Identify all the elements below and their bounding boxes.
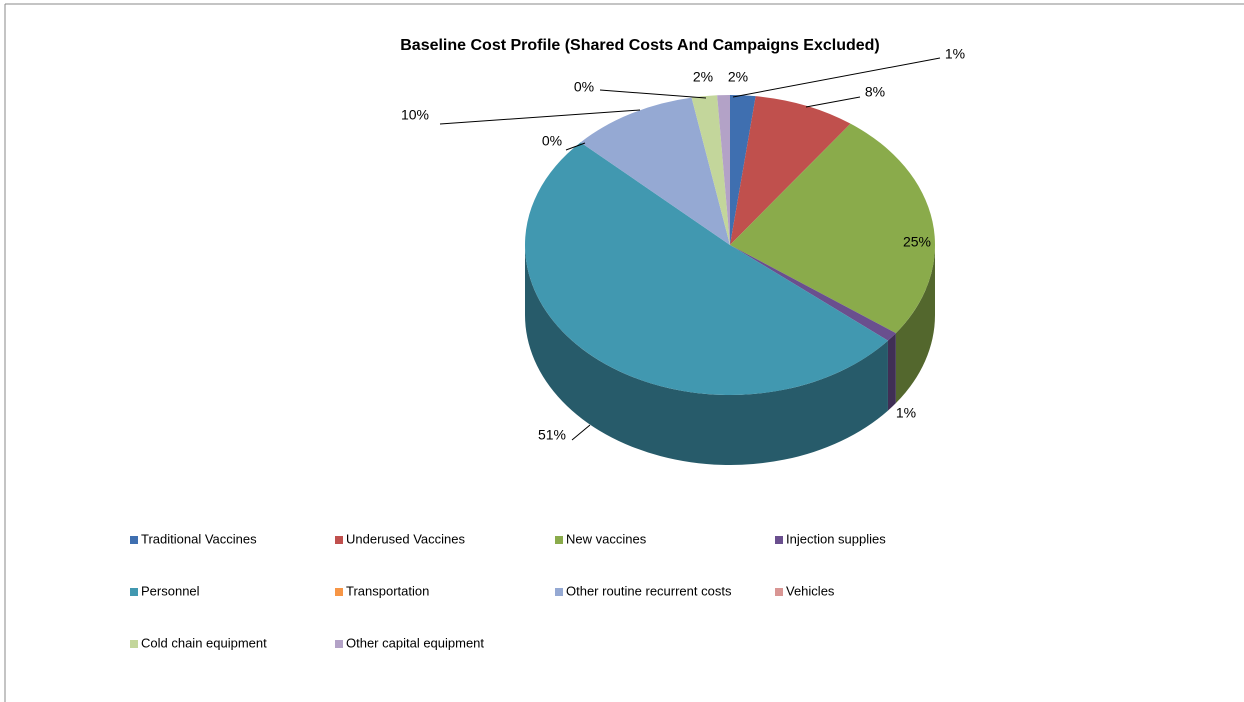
leader-line [439,109,641,125]
legend-label: Other routine recurrent costs [566,583,732,598]
slice [730,96,851,245]
legend-label: Injection supplies [786,531,886,546]
legend-swatch [555,588,563,596]
slice [580,97,730,245]
slice-side [887,333,896,411]
data-label: 2% [728,69,748,85]
legend-swatch [130,640,138,648]
leader-line [599,89,707,99]
legend-swatch [775,536,783,544]
data-label: 1% [945,46,965,62]
slice-side [525,245,888,465]
data-label: 0% [542,133,562,149]
leader-line [565,142,586,151]
slice [717,95,730,245]
data-label: 10% [401,107,429,123]
legend-label: Underused Vaccines [346,531,465,546]
slice-side [895,245,935,404]
data-label: 25% [903,234,931,250]
legend-label: Other capital equipment [346,635,484,650]
slice [691,95,730,245]
legend-swatch [555,536,563,544]
legend-swatch [335,588,343,596]
leader-line [805,96,861,108]
slice [524,142,888,396]
data-label: 8% [865,84,885,100]
legend-label: Cold chain equipment [141,635,267,650]
leader-line [571,424,591,441]
legend-swatch [775,588,783,596]
data-label: 1% [896,405,916,421]
legend-swatch [130,588,138,596]
legend-label: Vehicles [786,583,835,598]
legend-label: Transportation [346,583,429,598]
legend-swatch [130,536,138,544]
chart-title: Baseline Cost Profile (Shared Costs And … [400,37,880,54]
legend-label: Traditional Vaccines [141,531,257,546]
slice [730,95,756,245]
slice [730,245,896,341]
legend-swatch [335,536,343,544]
leader-line [732,57,941,98]
legend-label: Personnel [141,583,200,598]
data-label: 0% [574,79,594,95]
legend-label: New vaccines [566,531,647,546]
data-label: 2% [693,69,713,85]
data-label: 51% [538,427,566,443]
slice [730,123,935,334]
legend-swatch [335,640,343,648]
